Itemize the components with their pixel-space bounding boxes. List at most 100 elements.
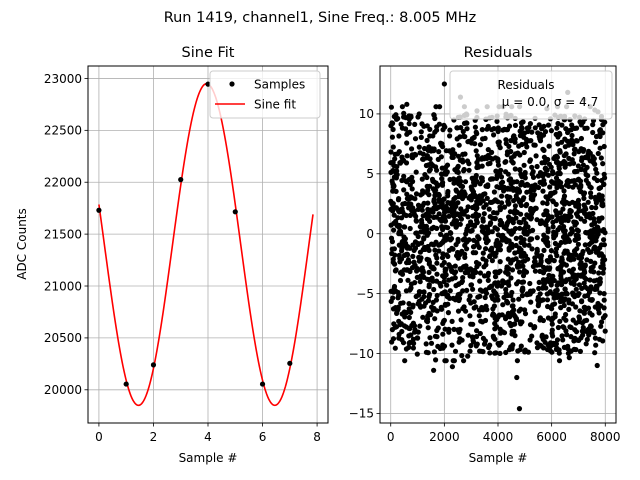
- residual-point: [582, 293, 588, 299]
- residual-point: [552, 180, 558, 186]
- residual-point: [475, 294, 482, 300]
- residual-point: [464, 246, 470, 252]
- residual-point: [395, 151, 401, 157]
- residual-point: [583, 341, 589, 347]
- residual-point: [518, 202, 524, 208]
- residual-point: [593, 205, 599, 211]
- residual-point: [548, 279, 555, 285]
- residual-point: [555, 120, 561, 127]
- residual-point: [441, 289, 447, 296]
- residual-point: [586, 229, 592, 235]
- residual-point: [487, 253, 493, 259]
- residual-point: [480, 218, 486, 224]
- residual-point: [519, 319, 525, 325]
- sample-point: [123, 381, 129, 387]
- residual-point: [528, 207, 534, 214]
- residual-point: [396, 222, 402, 229]
- residual-point: [424, 153, 430, 159]
- residual-point: [515, 150, 521, 156]
- residual-point: [428, 264, 434, 270]
- residual-point: [399, 177, 405, 184]
- residual-point: [442, 326, 448, 332]
- residual-point: [395, 115, 401, 122]
- residual-point: [465, 204, 471, 210]
- residual-point: [489, 229, 495, 235]
- residual-point: [427, 291, 433, 298]
- residual-point: [518, 343, 524, 349]
- residual-point: [492, 225, 498, 231]
- residual-point: [577, 178, 584, 184]
- residual-point: [600, 203, 606, 209]
- residual-point: [498, 340, 504, 346]
- residual-point: [390, 188, 396, 194]
- residual-point: [426, 168, 432, 174]
- residual-point: [534, 235, 540, 241]
- residual-point: [396, 231, 402, 237]
- residual-point: [531, 187, 537, 193]
- sine-fit-marks: [96, 81, 314, 407]
- residual-point: [521, 216, 527, 222]
- residual-point: [449, 267, 455, 273]
- residual-point: [397, 277, 404, 284]
- residual-point: [404, 260, 410, 266]
- residual-point: [420, 156, 426, 162]
- residual-point: [510, 297, 516, 303]
- residual-point: [550, 340, 556, 346]
- residual-point: [480, 349, 486, 355]
- residual-point: [447, 230, 454, 236]
- residual-point: [549, 321, 555, 327]
- residual-point: [575, 292, 581, 298]
- residual-point: [421, 145, 428, 152]
- residual-point: [518, 171, 524, 177]
- residual-point: [480, 225, 486, 231]
- residual-point: [489, 149, 495, 155]
- sine-fit-ylabel: ADC Counts: [15, 208, 29, 280]
- residual-point: [497, 259, 503, 265]
- residual-point: [407, 182, 413, 188]
- residual-point: [575, 233, 581, 239]
- residual-point: [457, 157, 463, 163]
- residual-point: [450, 147, 456, 153]
- residual-point: [593, 133, 600, 140]
- residual-point: [416, 289, 422, 295]
- residual-point: [561, 302, 567, 309]
- residual-point: [566, 256, 572, 262]
- residual-point: [519, 179, 525, 185]
- residual-point: [496, 139, 502, 145]
- residual-point: [430, 299, 436, 305]
- residual-point: [466, 237, 472, 243]
- residual-point: [402, 314, 408, 320]
- residual-point: [450, 358, 456, 364]
- x-tick-label: 6: [259, 430, 267, 444]
- residual-point: [511, 153, 517, 159]
- residual-point: [582, 218, 588, 224]
- residual-point: [394, 308, 400, 314]
- residual-point: [494, 210, 500, 216]
- residual-point: [568, 214, 574, 220]
- residual-point: [395, 295, 401, 301]
- residual-point: [473, 259, 480, 266]
- residual-point: [510, 160, 516, 166]
- residual-point: [591, 220, 598, 226]
- residual-point: [521, 269, 527, 275]
- residual-point: [439, 224, 445, 230]
- sample-point: [96, 207, 102, 213]
- residual-point: [470, 339, 477, 345]
- sine-fit-ticks: 0 2 4 6 8 20000 20500 21000 21500 22000 22500 23000: [44, 72, 321, 444]
- residual-point: [461, 120, 468, 126]
- residual-point: [500, 280, 507, 286]
- residual-point: [559, 226, 566, 232]
- x-tick-label: 0: [95, 430, 103, 444]
- residual-point: [429, 275, 435, 281]
- residual-point: [562, 160, 568, 166]
- residual-point: [528, 216, 534, 222]
- residual-point: [538, 297, 545, 303]
- residual-point: [547, 254, 554, 260]
- residual-point: [389, 339, 395, 345]
- residual-point: [586, 241, 593, 247]
- residual-point: [560, 337, 566, 343]
- residual-point: [452, 151, 458, 157]
- residual-point: [392, 345, 398, 351]
- residual-point: [507, 176, 514, 182]
- residual-point: [442, 234, 448, 240]
